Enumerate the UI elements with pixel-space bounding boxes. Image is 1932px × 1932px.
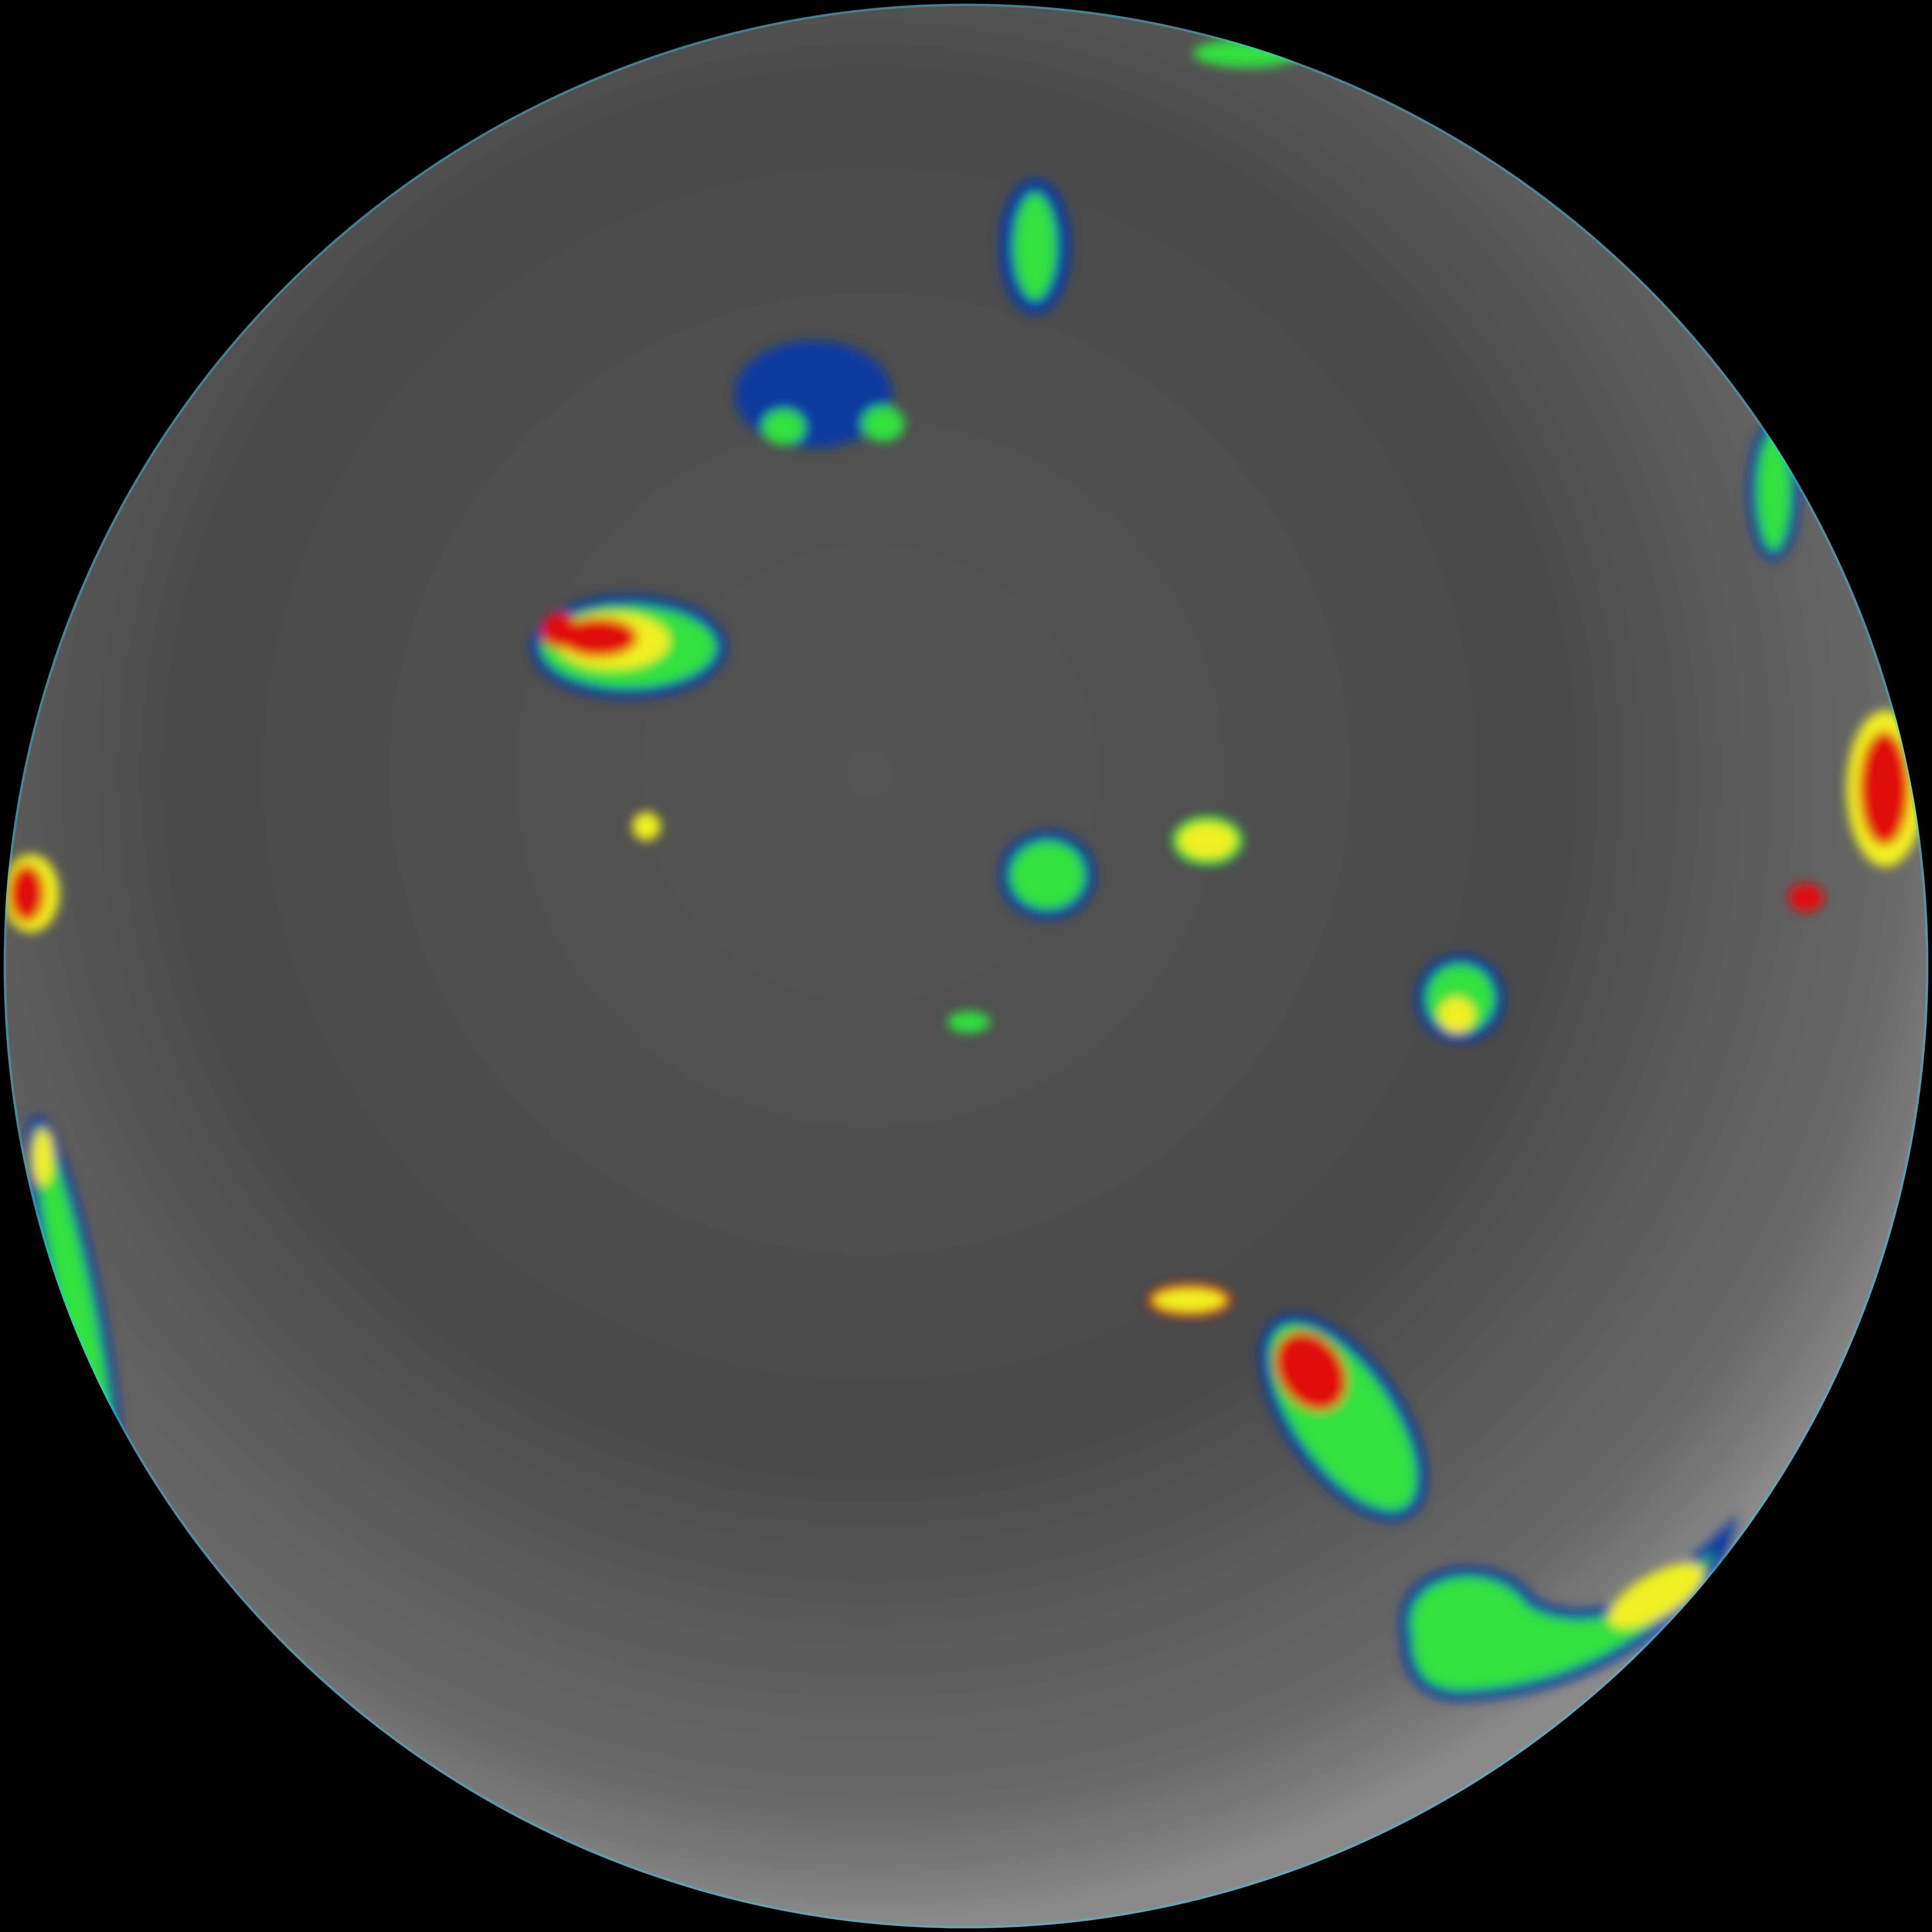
north-atlantic-storm <box>999 179 1071 315</box>
amazon-storm <box>999 830 1096 920</box>
south-atlantic-cyclone <box>1400 1514 1738 1701</box>
disk-limb <box>4 4 1928 1928</box>
cold-cloud-tops <box>3 39 1925 1701</box>
